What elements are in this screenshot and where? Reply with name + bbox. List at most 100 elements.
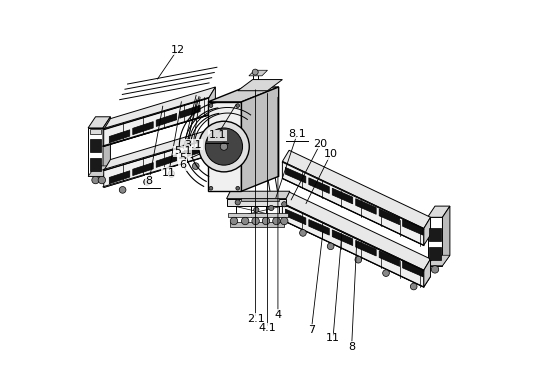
Polygon shape (104, 87, 216, 130)
Text: 5: 5 (179, 153, 186, 164)
Polygon shape (230, 222, 284, 226)
Text: 8: 8 (146, 176, 152, 186)
Polygon shape (209, 128, 216, 156)
Polygon shape (208, 102, 241, 191)
Polygon shape (429, 228, 441, 242)
Polygon shape (209, 87, 216, 115)
Polygon shape (208, 87, 279, 102)
Text: 11: 11 (326, 333, 340, 343)
Circle shape (327, 243, 334, 250)
Circle shape (383, 270, 389, 276)
Polygon shape (427, 206, 450, 217)
Polygon shape (285, 209, 306, 225)
Circle shape (281, 202, 287, 207)
Circle shape (143, 178, 150, 185)
Polygon shape (379, 209, 400, 225)
Circle shape (119, 186, 126, 193)
Text: 7: 7 (308, 325, 315, 335)
Circle shape (92, 176, 100, 184)
Circle shape (198, 121, 249, 172)
Text: 20: 20 (314, 139, 327, 148)
Circle shape (205, 128, 242, 165)
Polygon shape (442, 206, 450, 266)
Text: 8.1: 8.1 (288, 129, 306, 138)
Circle shape (235, 200, 240, 205)
Circle shape (209, 104, 213, 108)
Text: 10: 10 (324, 149, 338, 159)
Polygon shape (88, 117, 110, 128)
Polygon shape (379, 251, 400, 266)
Polygon shape (282, 210, 431, 287)
Text: 8: 8 (348, 342, 355, 352)
Polygon shape (103, 117, 110, 176)
Polygon shape (241, 198, 279, 201)
Polygon shape (180, 146, 200, 159)
Polygon shape (282, 192, 431, 270)
Polygon shape (332, 230, 353, 246)
Circle shape (410, 283, 417, 290)
Text: 2.1: 2.1 (247, 314, 264, 324)
Circle shape (252, 217, 259, 225)
Polygon shape (282, 150, 431, 228)
Polygon shape (89, 158, 102, 171)
Circle shape (280, 217, 288, 225)
Polygon shape (403, 219, 423, 235)
Polygon shape (429, 247, 441, 260)
Polygon shape (109, 130, 130, 143)
Polygon shape (133, 122, 153, 135)
Polygon shape (156, 154, 177, 167)
Polygon shape (226, 199, 286, 206)
Circle shape (168, 171, 175, 177)
Polygon shape (427, 217, 442, 266)
Polygon shape (332, 188, 353, 204)
Circle shape (252, 69, 258, 75)
Text: 12: 12 (170, 45, 185, 55)
Circle shape (236, 186, 240, 190)
Text: 1.1: 1.1 (209, 130, 226, 140)
Circle shape (355, 256, 362, 263)
Text: 4.1: 4.1 (258, 323, 277, 333)
Polygon shape (104, 139, 209, 188)
Polygon shape (238, 80, 282, 91)
Polygon shape (309, 219, 329, 235)
Polygon shape (427, 255, 450, 266)
Polygon shape (282, 162, 424, 245)
Polygon shape (88, 166, 110, 176)
Circle shape (254, 207, 259, 213)
Polygon shape (356, 240, 376, 256)
Polygon shape (228, 213, 288, 217)
Polygon shape (309, 178, 329, 194)
Text: 3.1: 3.1 (184, 140, 202, 150)
Circle shape (220, 143, 228, 150)
Text: 5.1: 5.1 (174, 146, 192, 156)
Polygon shape (88, 128, 103, 176)
Circle shape (269, 206, 274, 211)
Text: 11: 11 (162, 168, 176, 178)
Circle shape (262, 217, 270, 225)
Polygon shape (89, 139, 102, 152)
Polygon shape (226, 191, 290, 199)
Polygon shape (109, 171, 130, 184)
Polygon shape (241, 87, 279, 191)
Circle shape (241, 217, 249, 225)
Polygon shape (133, 162, 153, 176)
Polygon shape (424, 217, 431, 245)
Polygon shape (89, 129, 102, 133)
Polygon shape (156, 113, 177, 126)
Polygon shape (180, 105, 200, 118)
Polygon shape (424, 259, 431, 287)
Polygon shape (403, 261, 423, 277)
Circle shape (236, 104, 240, 108)
Text: 4: 4 (274, 310, 281, 320)
Circle shape (431, 266, 439, 273)
Circle shape (98, 176, 105, 184)
Polygon shape (282, 203, 424, 287)
Circle shape (193, 163, 199, 170)
Polygon shape (104, 98, 209, 147)
Polygon shape (104, 146, 216, 188)
Circle shape (230, 217, 238, 225)
Polygon shape (285, 167, 306, 183)
Circle shape (273, 217, 280, 225)
Polygon shape (104, 128, 216, 171)
Polygon shape (249, 70, 268, 76)
